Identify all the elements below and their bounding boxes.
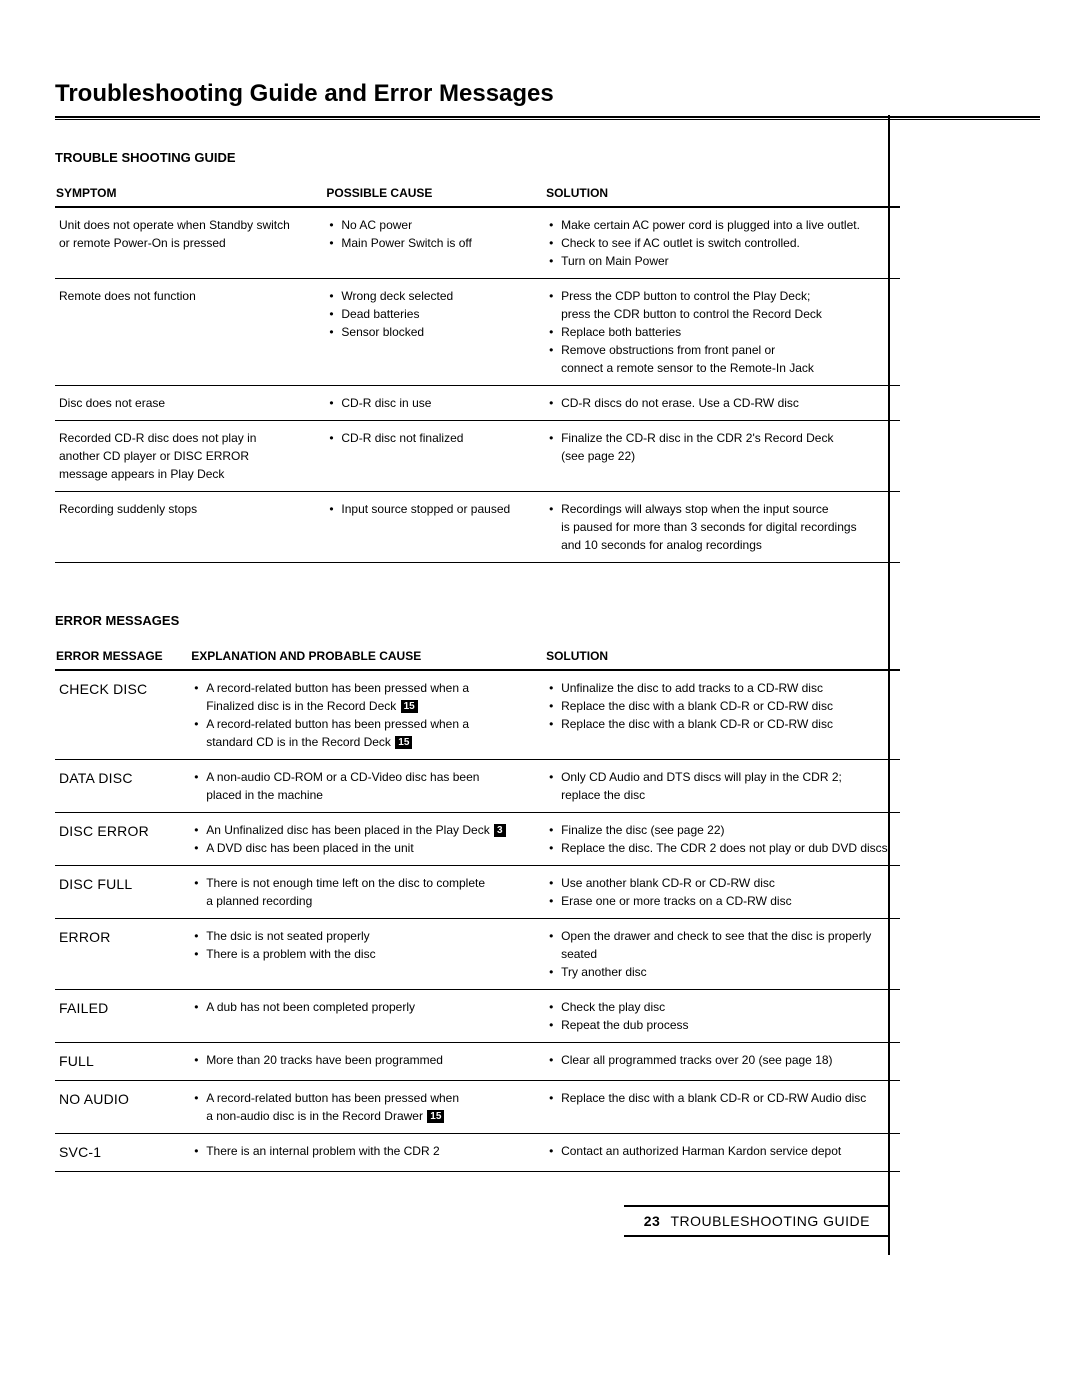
table-row: SVC-1There is an internal problem with t… [55,1134,900,1172]
solution-cell: Press the CDP button to control the Play… [545,279,900,386]
table-row: Recording suddenly stopsInput source sto… [55,492,900,563]
table-row: DISC FULLThere is not enough time left o… [55,866,900,919]
explanation-cell: More than 20 tracks have been programmed [190,1043,545,1081]
cause-cell: Input source stopped or paused [325,492,545,563]
main-title: Troubleshooting Guide and Error Messages [55,80,900,108]
table-row: DATA DISCA non-audio CD-ROM or a CD-Vide… [55,760,900,813]
error-solution-cell: Contact an authorized Harman Kardon serv… [545,1134,900,1172]
error-name-cell: FULL [55,1043,190,1081]
error-name-cell: DISC FULL [55,866,190,919]
error-solution-cell: Unfinalize the disc to add tracks to a C… [545,670,900,760]
explanation-cell: A dub has not been completed properly [190,990,545,1043]
troubleshooting-table: SYMPTOM POSSIBLE CAUSE SOLUTION Unit doe… [55,185,900,563]
symptom-cell: Disc does not erase [55,386,325,421]
col-error-solution: SOLUTION [545,648,900,670]
solution-cell: Finalize the CD-R disc in the CDR 2's Re… [545,421,900,492]
explanation-cell: A record-related button has been pressed… [190,1081,545,1134]
symptom-cell: Remote does not function [55,279,325,386]
symptom-cell: Recorded CD-R disc does not play inanoth… [55,421,325,492]
error-solution-cell: Finalize the disc (see page 22)Replace t… [545,813,900,866]
cause-cell: CD-R disc in use [325,386,545,421]
error-solution-cell: Check the play discRepeat the dub proces… [545,990,900,1043]
explanation-cell: A non-audio CD-ROM or a CD-Video disc ha… [190,760,545,813]
error-name-cell: DATA DISC [55,760,190,813]
error-name-cell: DISC ERROR [55,813,190,866]
cause-cell: Wrong deck selectedDead batteriesSensor … [325,279,545,386]
error-name-cell: ERROR [55,919,190,990]
symptom-cell: Recording suddenly stops [55,492,325,563]
page-number: 23 [644,1213,661,1229]
explanation-cell: An Unfinalized disc has been placed in t… [190,813,545,866]
error-name-cell: CHECK DISC [55,670,190,760]
cause-cell: No AC powerMain Power Switch is off [325,207,545,279]
error-messages-table: ERROR MESSAGE EXPLANATION AND PROBABLE C… [55,648,900,1172]
solution-cell: CD-R discs do not erase. Use a CD-RW dis… [545,386,900,421]
table-row: ERRORThe dsic is not seated properly The… [55,919,900,990]
troubleshooting-heading: TROUBLE SHOOTING GUIDE [55,150,900,165]
solution-cell: Recordings will always stop when the inp… [545,492,900,563]
col-error: ERROR MESSAGE [55,648,190,670]
page-ref-icon: 15 [427,1110,444,1123]
cause-cell: CD-R disc not finalized [325,421,545,492]
error-solution-cell: Clear all programmed tracks over 20 (see… [545,1043,900,1081]
symptom-cell: Unit does not operate when Standby switc… [55,207,325,279]
col-explanation: EXPLANATION AND PROBABLE CAUSE [190,648,545,670]
footer-label: TROUBLESHOOTING GUIDE [670,1213,870,1229]
error-solution-cell: Only CD Audio and DTS discs will play in… [545,760,900,813]
page-ref-icon: 15 [401,700,418,713]
explanation-cell: The dsic is not seated properly There is… [190,919,545,990]
table-row: FULLMore than 20 tracks have been progra… [55,1043,900,1081]
explanation-cell: There is an internal problem with the CD… [190,1134,545,1172]
table-row: NO AUDIOA record-related button has been… [55,1081,900,1134]
col-symptom: SYMPTOM [55,185,325,207]
error-messages-heading: ERROR MESSAGES [55,613,900,628]
table-row: DISC ERRORAn Unfinalized disc has been p… [55,813,900,866]
explanation-cell: A record-related button has been pressed… [190,670,545,760]
page-ref-icon: 3 [494,824,506,837]
solution-cell: Make certain AC power cord is plugged in… [545,207,900,279]
page: Troubleshooting Guide and Error Messages… [0,0,1080,1397]
error-name-cell: SVC-1 [55,1134,190,1172]
table-row: FAILEDA dub has not been completed prope… [55,990,900,1043]
table-row: Recorded CD-R disc does not play inanoth… [55,421,900,492]
table-row: Remote does not functionWrong deck selec… [55,279,900,386]
table-row: Unit does not operate when Standby switc… [55,207,900,279]
error-name-cell: NO AUDIO [55,1081,190,1134]
explanation-cell: There is not enough time left on the dis… [190,866,545,919]
col-cause: POSSIBLE CAUSE [325,185,545,207]
table-row: CHECK DISCA record-related button has be… [55,670,900,760]
error-name-cell: FAILED [55,990,190,1043]
footer: 23 TROUBLESHOOTING GUIDE [624,1205,890,1237]
title-underline [55,116,1040,120]
col-solution: SOLUTION [545,185,900,207]
page-ref-icon: 15 [395,736,412,749]
error-solution-cell: Open the drawer and check to see that th… [545,919,900,990]
table-row: Disc does not eraseCD-R disc in useCD-R … [55,386,900,421]
error-solution-cell: Replace the disc with a blank CD-R or CD… [545,1081,900,1134]
error-solution-cell: Use another blank CD-R or CD-RW discEras… [545,866,900,919]
